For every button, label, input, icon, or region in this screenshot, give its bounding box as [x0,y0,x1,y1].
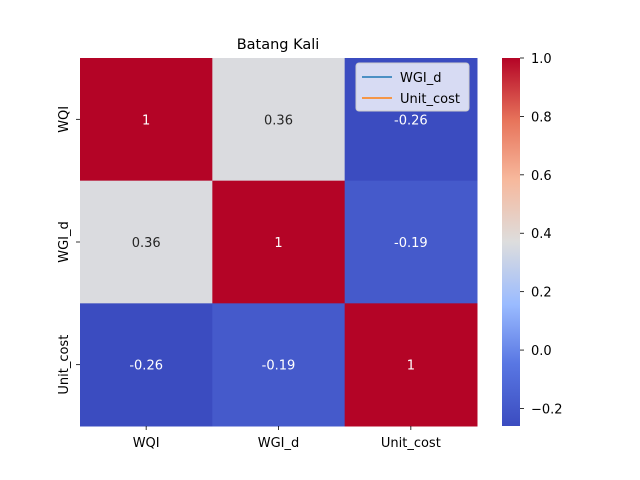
heatmap-cell-wqi-wgi-d [212,58,346,182]
heatmap-cell-wqi-wqi [80,58,213,182]
colorbar-tick-label: 1.0 [531,52,552,67]
legend-box [355,62,470,112]
colorbar-ticks: 1.0 0.8 0.6 0.4 0.2 0.0 −0.2 [520,52,563,417]
cell-value-label: -0.19 [394,236,428,251]
x-axis: WQI WGI_d Unit_cost [133,426,441,451]
y-tick-label-wgi-d: WGI_d [57,221,72,263]
cell-value-label: -0.26 [129,359,163,374]
colorbar-tick-label: −0.2 [531,402,563,417]
cell-value-label: 1 [274,236,282,251]
legend-label-unit-cost: Unit_cost [400,92,460,107]
heatmap-cell-unit-cost-wgi-d [212,303,346,427]
heatmap-cell-wgi-d-wqi [80,180,213,304]
legend: WGI_d Unit_cost [355,62,470,112]
colorbar-gradient [502,58,520,426]
heatmap-cell-unit-cost-wqi [80,303,213,427]
heatmap-cell-unit-cost-unit-cost [344,303,478,427]
cell-value-label: 0.36 [264,113,293,128]
colorbar: 1.0 0.8 0.6 0.4 0.2 0.0 −0.2 [502,52,563,426]
cell-value-label: 1 [407,359,415,374]
heatmap-cell-wgi-d-wgi-d [212,180,346,304]
cell-value-label: -0.19 [262,359,296,374]
x-tick-label-wqi: WQI [133,436,160,451]
y-axis: WQI WGI_d Unit_cost [57,106,80,395]
colorbar-tick-label: 0.8 [531,110,552,125]
colorbar-tick-label: 0.6 [531,169,552,184]
heatmap-cell-wgi-d-unit-cost [344,180,478,304]
heatmap-cell-labels: 1 0.36 -0.26 0.36 1 -0.19 -0.26 -0.19 1 [129,113,427,373]
cell-value-label: -0.26 [394,113,428,128]
chart-title: Batang Kali [237,37,320,53]
x-tick-label-wgi-d: WGI_d [258,436,300,451]
colorbar-tick-label: 0.0 [531,344,552,359]
heatmap-cells [80,58,478,427]
colorbar-tick-label: 0.4 [531,227,552,242]
y-tick-label-unit-cost: Unit_cost [57,335,72,395]
colorbar-tick-label: 0.2 [531,286,552,301]
y-tick-label-wqi: WQI [57,106,72,133]
x-tick-label-unit-cost: Unit_cost [381,436,441,451]
legend-label-wgi-d: WGI_d [400,71,442,86]
cell-value-label: 0.36 [132,236,161,251]
cell-value-label: 1 [142,113,150,128]
